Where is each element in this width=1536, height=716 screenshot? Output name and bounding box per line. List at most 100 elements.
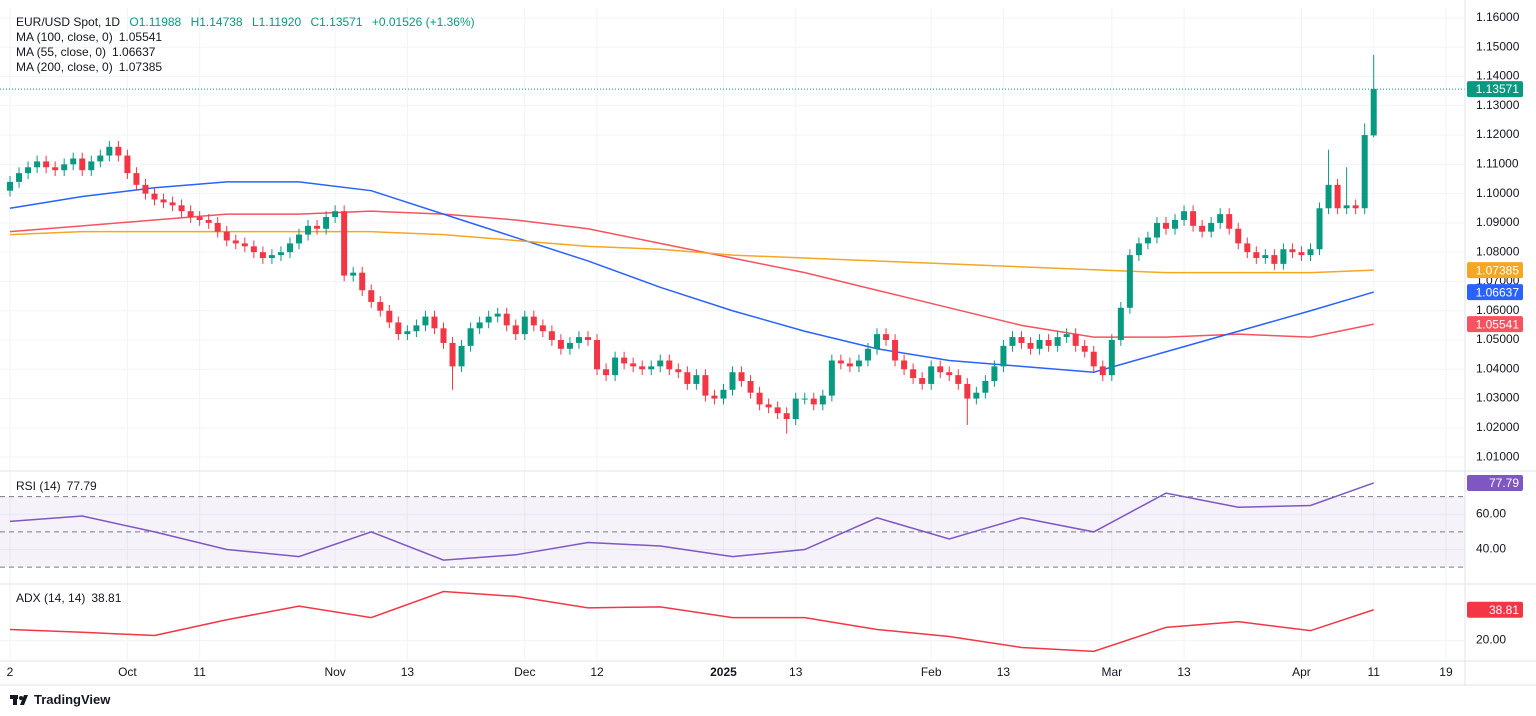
candle-body [323, 217, 330, 229]
candle-body [810, 398, 817, 405]
y-tick-label: 1.14000 [1476, 69, 1520, 83]
high-label: H1.14738 [190, 15, 243, 29]
x-tick-label: Dec [514, 665, 535, 679]
candle-body [458, 345, 465, 367]
y-tick-label: 1.15000 [1476, 39, 1520, 53]
legend-value: 77.79 [66, 479, 97, 493]
candle-body [684, 372, 691, 384]
candle-body [874, 334, 880, 349]
candle-body [341, 211, 348, 276]
candle-body [846, 363, 853, 367]
candle-body [621, 357, 628, 364]
symbol-title: EUR/USD Spot, 1D [16, 15, 121, 29]
y-tick-label: 1.02000 [1476, 420, 1520, 434]
candle-body [1054, 337, 1061, 346]
candle-body [982, 380, 989, 393]
legend-value: 1.06637 [112, 45, 156, 59]
candle-body [892, 340, 899, 361]
x-tick-label: 2 [7, 665, 14, 679]
candle-body [314, 225, 321, 229]
indicator-line [9, 181, 1374, 373]
candle-body [332, 211, 339, 218]
candle-body [1235, 228, 1242, 244]
candle-body [693, 375, 700, 384]
close-label: C1.13571 [310, 15, 363, 29]
candle-body [955, 375, 962, 384]
legend-name: ADX (14, 14) [16, 591, 86, 605]
x-tick-label: 11 [193, 665, 206, 679]
candle-body [991, 366, 998, 381]
adx-legend: ADX (14, 14) 38.81 [16, 591, 127, 605]
candle-body [837, 360, 844, 364]
x-tick-label: 19 [1439, 665, 1453, 679]
candle-body [404, 331, 411, 335]
y-tick-label: 1.11000 [1476, 157, 1519, 171]
candle-body [855, 360, 862, 367]
candle-body [124, 155, 131, 174]
candle-body [729, 372, 736, 390]
candle-body [142, 184, 149, 194]
candle-body [214, 222, 221, 232]
candle-body [259, 252, 266, 259]
candle-body [630, 363, 637, 367]
candle-body [819, 395, 826, 405]
candle-body [79, 158, 86, 171]
candle-body [296, 234, 302, 244]
candle-body [1289, 249, 1296, 253]
candle-body [43, 161, 50, 168]
candle-body [657, 360, 664, 367]
candle-body [973, 392, 980, 399]
candle-body [1036, 340, 1043, 349]
candle-body [1262, 255, 1269, 259]
candle-body [286, 243, 293, 253]
x-tick-label: Oct [118, 665, 137, 679]
candle-body [521, 316, 528, 335]
x-tick-label: Nov [324, 665, 345, 679]
candle-body [666, 360, 673, 370]
marks [0, 54, 1465, 653]
candle-body [702, 375, 709, 396]
candle-body [305, 225, 312, 235]
candle-body [503, 313, 510, 326]
candle-body [747, 380, 754, 393]
indicator-line [9, 230, 1374, 274]
y-tick-label: 1.06000 [1476, 303, 1520, 317]
candle-body [910, 369, 917, 379]
candle-body [1135, 243, 1142, 256]
price-badge [1467, 601, 1523, 618]
candle-body [1000, 345, 1007, 367]
candle-body [1163, 222, 1169, 229]
candle-body [205, 219, 212, 223]
price-badge-label: 38.81 [1489, 603, 1519, 617]
candle-body [1253, 252, 1260, 259]
candle-body [557, 340, 564, 349]
candle-body [431, 316, 438, 329]
candle-body [494, 313, 501, 317]
candle-body [187, 211, 194, 218]
candle-body [467, 328, 474, 346]
x-tick-label: Feb [921, 665, 942, 679]
candle-body [964, 383, 971, 399]
candle-body [1181, 211, 1188, 220]
candle-body [765, 404, 772, 408]
candle-body [115, 146, 122, 156]
candle-body [792, 398, 799, 420]
candle-body [1199, 225, 1206, 232]
candle-body [566, 342, 573, 349]
axes: 2 Oct 11 Nov 13 Dec 12 2025 13 Feb 13 Mar 13 Apr 11 19 1… [0, 0, 1536, 686]
price-badge-label: 1.05541 [1476, 317, 1520, 331]
candle-body [738, 372, 745, 381]
candle-body [268, 255, 275, 259]
candle-body [675, 369, 682, 373]
candle-body [1352, 205, 1359, 209]
candle-body [548, 331, 555, 341]
y-tick-label: 1.10000 [1476, 186, 1520, 200]
y-tick-label: 1.16000 [1476, 10, 1520, 24]
y-tick-label: 1.05000 [1476, 332, 1520, 346]
candle-body [359, 272, 366, 291]
x-tick-label: 12 [590, 665, 604, 679]
candle-body [937, 366, 944, 373]
candle-body [151, 193, 158, 200]
candle-body [223, 231, 230, 241]
x-tick-label: Mar [1101, 665, 1122, 679]
